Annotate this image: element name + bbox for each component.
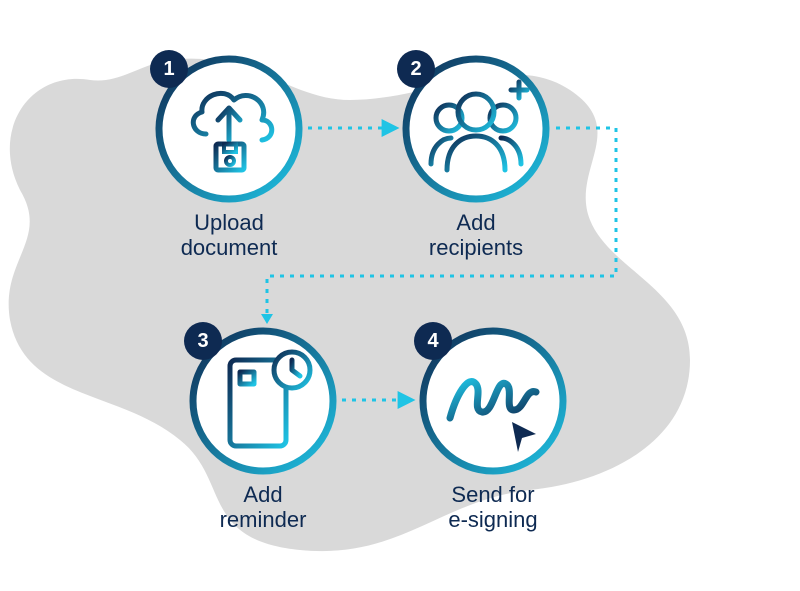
connector-3-4 <box>0 0 800 591</box>
step-3-number: 3 <box>197 330 208 353</box>
step-4-caption: Send for e-signing <box>408 482 578 533</box>
step-3-badge: 3 <box>184 322 222 360</box>
step-1: 1 Upload document <box>154 54 304 204</box>
step-1-badge: 1 <box>150 50 188 88</box>
step-2-number: 2 <box>410 58 421 81</box>
step-4-badge: 4 <box>414 322 452 360</box>
cloud-upload-icon <box>174 74 284 184</box>
step-3-caption: Add reminder <box>178 482 348 533</box>
step-3: 3 Add reminder <box>188 326 338 476</box>
step-2-badge: 2 <box>397 50 435 88</box>
step-4: 4 Send for e-signing <box>418 326 568 476</box>
step-1-number: 1 <box>163 58 174 81</box>
step-4-number: 4 <box>427 330 438 353</box>
infographic-stage: 1 Upload document <box>0 0 800 591</box>
step-2: 2 Add recipients <box>401 54 551 204</box>
step-2-caption: Add recipients <box>391 210 561 261</box>
step-1-caption: Upload document <box>144 210 314 261</box>
